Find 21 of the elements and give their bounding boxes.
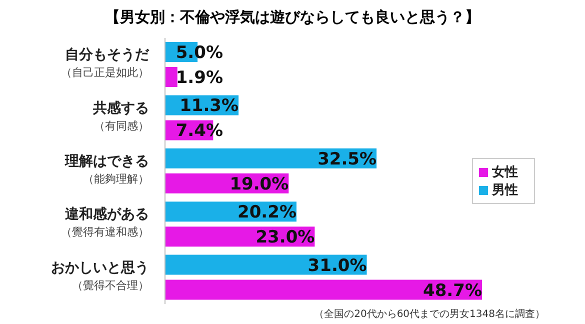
data-label: 19.0% <box>230 174 289 194</box>
data-label: 23.0% <box>256 228 315 248</box>
bar <box>165 280 482 300</box>
text: （全国の20代から60代までの男女1348名に調査） <box>314 308 545 321</box>
y-tick-label: 自分もそうだ（自己正是如此） <box>61 47 150 80</box>
legend-label: 男性 <box>492 183 518 198</box>
y-tick-label: 共感する（有同感） <box>92 100 149 132</box>
bar <box>165 254 367 275</box>
chart-title: 【男女別：不倫や浮気は遊びならしても良いと思う？】 <box>104 8 481 27</box>
y-tick-label: おかしいと思う（覺得不合理） <box>51 260 149 292</box>
bar <box>165 148 377 168</box>
bar <box>165 67 178 87</box>
data-label: 11.3% <box>180 96 239 116</box>
data-label: 1.9% <box>176 68 223 88</box>
y-tick-label: 違和感がある（覺得有違和感） <box>61 206 149 239</box>
y-tick-label: 理解はできる（能夠理解） <box>64 154 149 186</box>
data-label: 20.2% <box>238 202 296 223</box>
data-label: 32.5% <box>318 149 377 170</box>
legend-label: 女性 <box>492 165 518 180</box>
data-label: 31.0% <box>308 256 367 276</box>
data-label: 48.7% <box>423 280 482 301</box>
